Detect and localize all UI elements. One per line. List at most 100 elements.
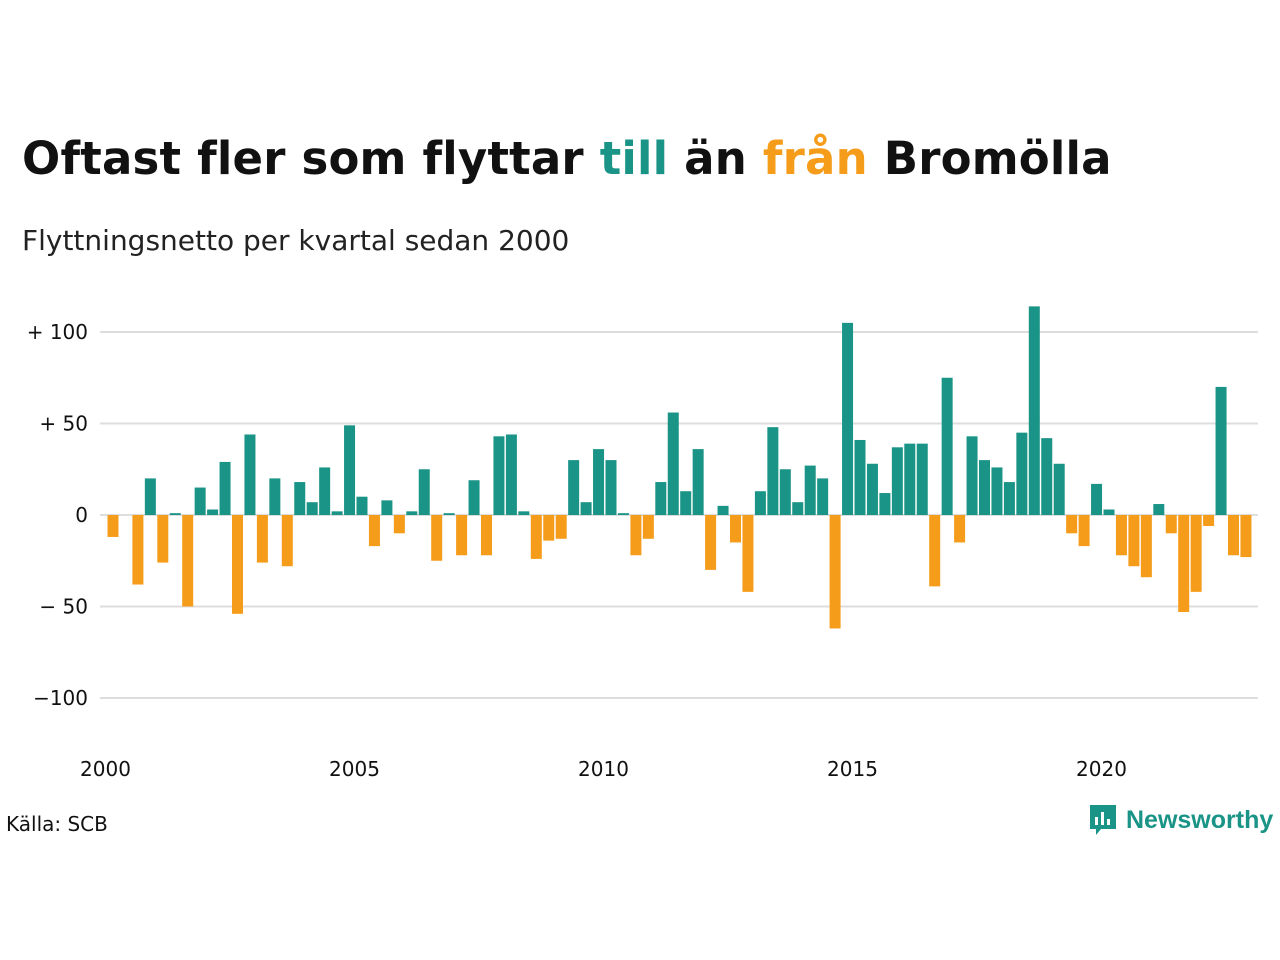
bar [754, 491, 766, 515]
bar [319, 467, 331, 515]
bar [1028, 306, 1040, 515]
chart-title: Oftast fler som flyttar till än från Bro… [22, 132, 1112, 185]
bar [904, 443, 916, 515]
bar [418, 469, 430, 515]
bar [1215, 386, 1227, 515]
bar [929, 515, 941, 587]
bar [443, 513, 455, 515]
bar [730, 515, 741, 543]
title-part-1: Oftast fler som flyttar [22, 132, 600, 185]
bar [157, 515, 169, 563]
bar [207, 509, 219, 515]
bar [543, 515, 555, 541]
bar [979, 460, 990, 515]
source-note: Källa: SCB [6, 812, 108, 836]
bar [107, 515, 119, 537]
bar-chart: + 100 + 50 0 − 50 −100 2000 2005 2010 2015 2020 [27, 306, 1258, 781]
bar [505, 434, 517, 515]
bar [617, 513, 629, 515]
bar [194, 487, 206, 515]
bar [1228, 515, 1239, 556]
title-till: till [599, 132, 669, 185]
bar [667, 412, 679, 515]
bar [368, 515, 380, 547]
bar [580, 502, 592, 515]
bar [331, 511, 343, 515]
bar [1016, 432, 1028, 515]
title-part-3: Bromölla [867, 132, 1112, 185]
bar [1240, 515, 1252, 558]
y-tick-label: + 100 [27, 320, 88, 344]
bar [1140, 515, 1152, 578]
bar [219, 461, 231, 515]
x-axis-labels: 2000 2005 2010 2015 2020 [80, 757, 1127, 781]
bar [854, 439, 866, 515]
bar [1153, 504, 1165, 515]
bar [294, 482, 306, 515]
bar [991, 467, 1003, 515]
bar [655, 482, 667, 515]
x-tick-label: 2010 [578, 757, 629, 781]
bar [568, 460, 580, 515]
bar [306, 502, 318, 515]
bar [456, 515, 468, 556]
bar [431, 515, 443, 561]
y-tick-label: 0 [75, 503, 88, 527]
y-tick-label: −100 [33, 686, 88, 710]
chart-subtitle: Flyttningsnetto per kvartal sedan 2000 [22, 224, 570, 257]
bar [356, 496, 368, 515]
bar [680, 491, 692, 515]
bar [879, 493, 891, 515]
bar [481, 515, 492, 556]
bar [866, 463, 878, 515]
bar [393, 515, 405, 534]
bar [1165, 515, 1177, 534]
bar [593, 449, 605, 515]
x-tick-label: 2005 [329, 757, 380, 781]
y-tick-label: − 50 [39, 595, 88, 619]
y-axis-labels: + 100 + 50 0 − 50 −100 [27, 320, 88, 710]
title-part-2: än [668, 132, 763, 185]
bar [717, 505, 729, 515]
bar [1115, 515, 1127, 556]
bar [1103, 509, 1115, 515]
bar [1041, 438, 1053, 515]
bars [107, 306, 1252, 629]
bar [169, 513, 181, 515]
bar [1053, 463, 1065, 515]
bar [779, 469, 791, 515]
bar [144, 478, 156, 515]
bar [1190, 515, 1202, 592]
bar [381, 500, 393, 515]
bar [344, 425, 356, 515]
bar [705, 515, 717, 570]
bar [244, 434, 256, 515]
bar [642, 515, 654, 539]
bar [966, 436, 978, 515]
bar [406, 511, 418, 515]
gridlines [100, 331, 1258, 699]
bar [792, 502, 804, 515]
y-tick-label: + 50 [39, 412, 88, 436]
bar [132, 515, 144, 585]
bar [916, 443, 928, 515]
bar [1003, 482, 1015, 515]
bar [1178, 515, 1190, 612]
bar [742, 515, 754, 592]
bar [767, 427, 779, 515]
bar [829, 515, 841, 629]
bar [256, 515, 268, 563]
bar [530, 515, 542, 559]
bar [804, 465, 816, 515]
bar [630, 515, 642, 556]
bar [1091, 483, 1103, 515]
bar [891, 447, 903, 515]
bar [954, 515, 966, 543]
bar [605, 460, 617, 515]
bar [281, 515, 293, 567]
newsworthy-icon [1090, 805, 1116, 835]
bar [1066, 515, 1078, 534]
bar [555, 515, 567, 539]
bar [232, 515, 243, 614]
x-tick-label: 2000 [80, 757, 131, 781]
